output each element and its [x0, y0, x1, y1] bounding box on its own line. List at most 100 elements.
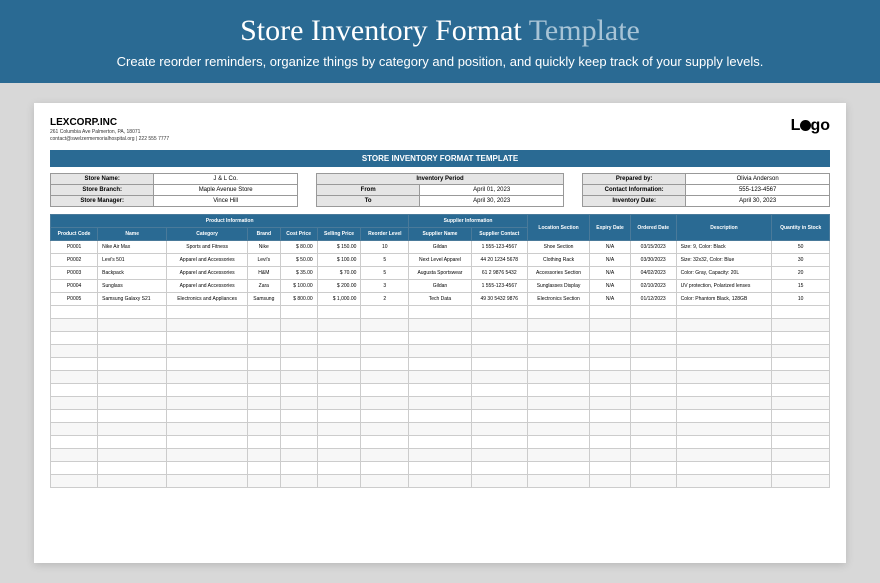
store-name-value: J & L Co. [154, 174, 297, 184]
th-reorder: Reorder Level [361, 228, 409, 241]
cell-reorder: 2 [361, 293, 409, 306]
cell-selling: $ 150.00 [317, 241, 361, 254]
prepared-date-label: Inventory Date: [583, 196, 686, 206]
cell-qty: 30 [772, 254, 830, 267]
prepared-contact-value: 555-123-4567 [686, 185, 829, 195]
table-row: P0002Levi's 501Apparel and AccessoriesLe… [51, 254, 830, 267]
cell-category: Electronics and Appliances [167, 293, 248, 306]
cell-qty: 20 [772, 267, 830, 280]
cell-reorder: 10 [361, 241, 409, 254]
cell-reorder: 5 [361, 267, 409, 280]
table-row-empty [51, 462, 830, 475]
cell-name: Sunglass [98, 280, 167, 293]
document-wrapper: LEXCORP.INC 261 Columbia Ave Palmerton, … [0, 83, 880, 583]
banner: Store Inventory Format Template Create r… [0, 0, 880, 83]
table-row: P0001Nike Air MaxSports and FitnessNike$… [51, 241, 830, 254]
cell-expiry: N/A [590, 241, 631, 254]
cell-selling: $ 100.00 [317, 254, 361, 267]
cell-brand: Samsung [248, 293, 281, 306]
cell-sup-name: Next Level Apparel [409, 254, 471, 267]
store-info-block: Store Name:J & L Co. Store Branch:Maple … [50, 173, 298, 206]
cell-category: Apparel and Accessories [167, 267, 248, 280]
cell-sup-contact: 1 555-123-4567 [471, 241, 527, 254]
cell-category: Apparel and Accessories [167, 254, 248, 267]
cell-desc: Color: Phantom Black, 128GB [676, 293, 772, 306]
cell-cost: $ 50.00 [280, 254, 317, 267]
cell-sup-contact: 1 555-123-4567 [471, 280, 527, 293]
cell-brand: Levi's [248, 254, 281, 267]
company-name: LEXCORP.INC [50, 117, 169, 128]
cell-selling: $ 1,000.00 [317, 293, 361, 306]
logo: Lgo [791, 117, 830, 135]
table-row-empty [51, 475, 830, 488]
cell-brand: H&M [248, 267, 281, 280]
th-name: Name [98, 228, 167, 241]
cell-reorder: 3 [361, 280, 409, 293]
cell-code: P0005 [51, 293, 98, 306]
table-row-empty [51, 358, 830, 371]
logo-icon [800, 120, 811, 131]
banner-subtitle: Create reorder reminders, organize thing… [20, 54, 860, 69]
cell-qty: 50 [772, 241, 830, 254]
table-row: P0003BackpackApparel and AccessoriesH&M$… [51, 267, 830, 280]
cell-cost: $ 100.00 [280, 280, 317, 293]
cell-cost: $ 35.00 [280, 267, 317, 280]
table-row-empty [51, 436, 830, 449]
cell-code: P0003 [51, 267, 98, 280]
inventory-table: Product Information Supplier Information… [50, 214, 830, 488]
th-category: Category [167, 228, 248, 241]
cell-location: Sunglasses Display [527, 280, 589, 293]
cell-selling: $ 70.00 [317, 267, 361, 280]
table-row: P0005Samsung Galaxy S21Electronics and A… [51, 293, 830, 306]
period-to-value: April 30, 2023 [420, 196, 563, 206]
table-body: P0001Nike Air MaxSports and FitnessNike$… [51, 241, 830, 488]
table-row-empty [51, 423, 830, 436]
th-group-supplier: Supplier Information [409, 215, 528, 228]
cell-sup-name: Tech Data [409, 293, 471, 306]
th-cost: Cost Price [280, 228, 317, 241]
company-address: 261 Columbia Ave Palmerton, PA, 18071 [50, 129, 169, 135]
store-manager-value: Vince Hill [154, 196, 297, 206]
banner-title-main: Store Inventory Format [240, 14, 529, 47]
cell-code: P0002 [51, 254, 98, 267]
table-row-empty [51, 397, 830, 410]
cell-ordered: 03/15/2023 [630, 241, 676, 254]
period-from-label: From [317, 185, 420, 195]
document: LEXCORP.INC 261 Columbia Ave Palmerton, … [34, 103, 846, 563]
cell-expiry: N/A [590, 293, 631, 306]
table-row-empty [51, 345, 830, 358]
th-group-product: Product Information [51, 215, 409, 228]
table-row-empty [51, 384, 830, 397]
cell-expiry: N/A [590, 280, 631, 293]
th-code: Product Code [51, 228, 98, 241]
table-row-empty [51, 449, 830, 462]
cell-category: Sports and Fitness [167, 241, 248, 254]
table-row-empty [51, 306, 830, 319]
cell-desc: Size: 32x32, Color: Blue [676, 254, 772, 267]
cell-qty: 10 [772, 293, 830, 306]
cell-name: Backpack [98, 267, 167, 280]
prepared-contact-label: Contact Information: [583, 185, 686, 195]
banner-title-accent: Template [529, 14, 640, 47]
cell-ordered: 01/12/2023 [630, 293, 676, 306]
th-expiry: Expiry Date [590, 215, 631, 241]
cell-name: Levi's 501 [98, 254, 167, 267]
prepared-date-value: April 30, 2023 [686, 196, 829, 206]
cell-desc: Size: 9, Color: Black [676, 241, 772, 254]
cell-expiry: N/A [590, 254, 631, 267]
cell-location: Clothing Rack [527, 254, 589, 267]
doc-header: LEXCORP.INC 261 Columbia Ave Palmerton, … [50, 117, 830, 142]
cell-desc: UV protection, Polarized lenses [676, 280, 772, 293]
cell-code: P0001 [51, 241, 98, 254]
cell-ordered: 02/10/2023 [630, 280, 676, 293]
th-sup-name: Supplier Name [409, 228, 471, 241]
store-name-label: Store Name: [51, 174, 154, 184]
th-location: Location Section [527, 215, 589, 241]
banner-title: Store Inventory Format Template [20, 14, 860, 48]
cell-sup-contact: 61 2 9876 5432 [471, 267, 527, 280]
cell-location: Accessories Section [527, 267, 589, 280]
cell-category: Apparel and Accessories [167, 280, 248, 293]
cell-qty: 15 [772, 280, 830, 293]
cell-sup-name: Gildan [409, 280, 471, 293]
store-branch-value: Maple Avenue Store [154, 185, 297, 195]
